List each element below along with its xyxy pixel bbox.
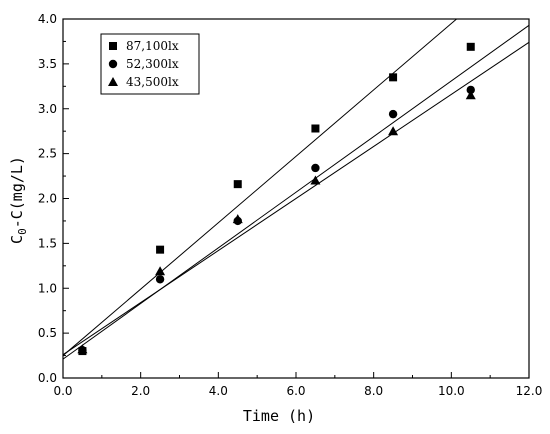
- data-point-series-3: [310, 175, 321, 185]
- y-axis-title-sub: 0: [16, 228, 29, 235]
- legend-box: [100, 33, 200, 95]
- data-point-series-1: [156, 245, 165, 254]
- data-point-series-2: [388, 109, 398, 119]
- data-point-series-1: [233, 180, 242, 189]
- x-tick-label: 0.0: [53, 384, 72, 398]
- legend-marker-2: [108, 59, 118, 69]
- y-axis: 0.0 0.5 1.0 1.5 2.0 2.5 3.0 3.5 4.0: [38, 12, 69, 385]
- data-point-series-2: [311, 163, 320, 173]
- x-tick-label: 10.0: [438, 384, 465, 398]
- legend-label-3: 43,500lx: [126, 75, 179, 89]
- x-tick-label: 8.0: [364, 384, 383, 398]
- fit-line-series-3: [62, 41, 530, 356]
- y-tick-label: 3.5: [38, 57, 57, 71]
- fit-line-series-2: [62, 24, 530, 360]
- x-tick-label: 4.0: [209, 384, 228, 398]
- data-point-series-2: [155, 275, 165, 284]
- y-axis-title: C0-C(mg/L): [8, 156, 29, 244]
- y-tick-label: 4.0: [38, 12, 57, 26]
- legend-marker-3: [108, 77, 118, 86]
- x-tick-label: 12.0: [516, 384, 543, 398]
- data-point-series-3: [232, 214, 243, 224]
- legend-label-2: 52,300lx: [126, 57, 179, 71]
- y-tick-label: 2.5: [38, 147, 57, 161]
- x-axis: 0.0 2.0 4.0 6.0 8.0 10.0 12.0: [53, 372, 542, 398]
- data-point-series-3: [155, 266, 166, 276]
- data-point-series-2: [466, 85, 475, 95]
- x-axis-title: Time (h): [243, 407, 315, 425]
- x-tick-label: 2.0: [131, 384, 150, 398]
- data-markers: [77, 42, 476, 356]
- legend-label-1: 87,100lx: [126, 39, 179, 53]
- y-tick-label: 0.5: [38, 326, 57, 340]
- data-point-series-1: [466, 42, 475, 51]
- x-tick-label: 6.0: [286, 384, 305, 398]
- y-tick-label: 1.5: [38, 236, 57, 250]
- data-point-series-1: [389, 73, 398, 82]
- legend-marker-1: [109, 42, 117, 50]
- legend: 87,100lx 52,300lx 43,500lx: [100, 33, 200, 95]
- data-point-series-3: [388, 126, 399, 136]
- data-point-series-1: [311, 124, 320, 133]
- y-tick-label: 3.0: [38, 102, 57, 116]
- y-axis-title-rest: -C(mg/L): [8, 156, 26, 228]
- y-tick-label: 2.0: [38, 192, 57, 206]
- data-point-series-3: [465, 90, 476, 100]
- data-point-series-3: [77, 344, 88, 354]
- y-tick-label: 0.0: [38, 371, 57, 385]
- y-axis-title-main: C: [8, 235, 26, 244]
- y-tick-label: 1.0: [38, 281, 57, 295]
